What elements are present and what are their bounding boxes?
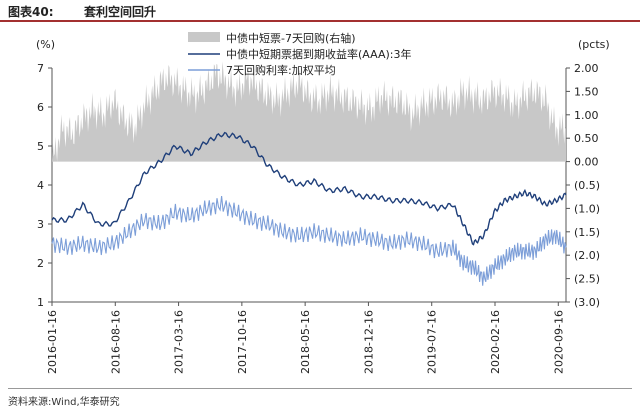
legend-label: 中债中短票-7天回购(右轴)	[226, 31, 356, 45]
x-tick-label: 2019-07-16	[426, 310, 439, 374]
right-tick-label: (3.0)	[574, 296, 600, 309]
right-tick-label: 0.00	[574, 156, 599, 169]
figure-title: 套利空间回升	[84, 5, 157, 19]
x-tick-label: 2017-10-16	[236, 310, 249, 374]
legend-label: 中债中短期票据到期收益率(AAA):3年	[226, 47, 411, 61]
right-tick-label: 0.50	[574, 132, 599, 145]
series-7d-repo-line	[51, 195, 567, 286]
x-tick-label: 2016-08-16	[109, 310, 122, 374]
series-spread-area	[52, 61, 566, 162]
left-tick-label: 3	[37, 218, 44, 231]
x-tick-label: 2020-02-16	[489, 310, 502, 374]
right-tick-label: (1.0)	[574, 202, 600, 215]
x-tick-label: 2016-01-16	[46, 310, 59, 374]
left-tick-label: 1	[37, 296, 44, 309]
x-tick-label: 2018-12-16	[362, 310, 375, 374]
left-tick-label: 7	[37, 62, 44, 75]
right-tick-label: 1.50	[574, 85, 599, 98]
legend-swatch-area	[188, 32, 220, 42]
legend-label: 7天回购利率:加权平均	[226, 63, 336, 77]
x-tick-label: 2018-05-16	[299, 310, 312, 374]
x-tick-label: 2017-03-16	[173, 310, 186, 374]
right-tick-label: (2.0)	[574, 249, 600, 262]
figure-label: 图表40:	[8, 5, 54, 19]
left-axis-unit: (%)	[36, 38, 55, 51]
figure-title-bar: 图表40: 套利空间回升	[0, 0, 640, 22]
left-tick-label: 5	[37, 140, 44, 153]
right-axis-unit: (pcts)	[578, 38, 610, 51]
x-tick-label: 2020-09-16	[552, 310, 565, 374]
right-tick-label: (1.5)	[574, 226, 600, 239]
left-tick-label: 4	[37, 179, 44, 192]
right-tick-label: 1.00	[574, 109, 599, 122]
chart: (%) (pcts) 1 2 3 4 5 6 7 (3.0) (2.5) (2.0) (1.5) (1.0…	[36, 31, 610, 374]
right-tick-label: (0.5)	[574, 179, 600, 192]
source-note: 资料来源:Wind,华泰研究	[8, 388, 632, 408]
left-tick-label: 2	[37, 257, 44, 270]
right-tick-label: (2.5)	[574, 273, 600, 286]
series-aaa-3y-yield-line	[51, 131, 567, 246]
left-tick-label: 6	[37, 101, 44, 114]
right-tick-label: 2.00	[574, 62, 599, 75]
